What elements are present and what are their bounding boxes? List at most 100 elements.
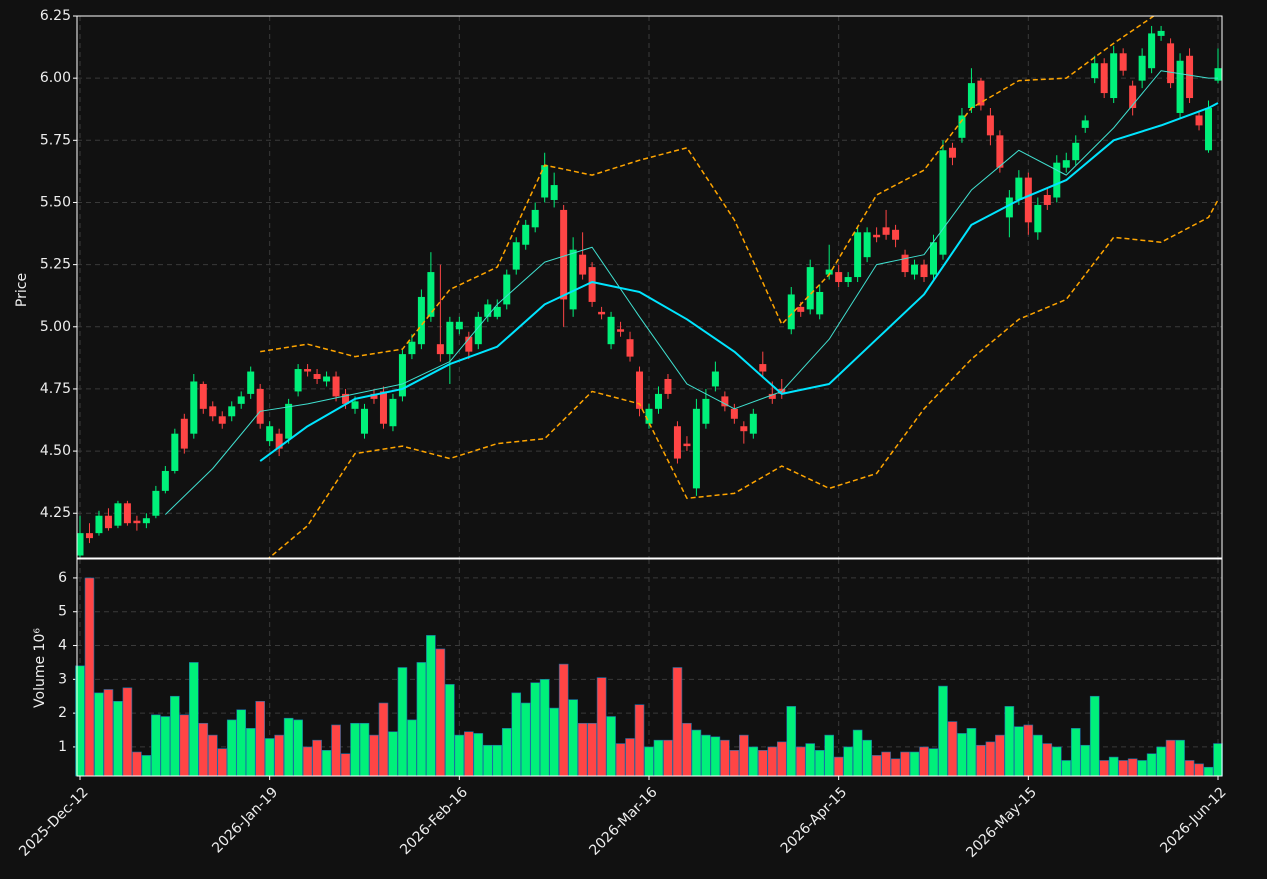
volume-bar	[407, 719, 417, 777]
candle-body	[304, 369, 312, 372]
candle-body	[1176, 60, 1184, 113]
candle-body	[702, 398, 710, 424]
volume-bar	[179, 714, 190, 777]
volume-bar	[748, 746, 759, 777]
volume-bar	[615, 743, 626, 777]
volume-bar	[151, 714, 161, 777]
candle-body	[721, 396, 729, 407]
candle-body	[1157, 30, 1165, 36]
candle-body	[882, 227, 890, 235]
price-axis-label: Price	[14, 273, 30, 307]
volume-bar	[634, 704, 645, 777]
candle-body	[1081, 120, 1089, 128]
candle-body	[692, 408, 700, 489]
volume-bar	[606, 716, 616, 777]
volume-bar	[378, 702, 389, 777]
volume-bar	[966, 728, 977, 777]
volume-bar	[321, 750, 332, 777]
candle-body	[1167, 43, 1175, 84]
candle-body	[1005, 197, 1013, 218]
y-tick-label: 4.25	[40, 505, 71, 521]
volume-bar	[492, 744, 503, 777]
volume-bar	[359, 722, 370, 777]
volume-bar	[995, 734, 1005, 777]
candle-body	[484, 304, 492, 317]
volume-bar	[568, 699, 578, 777]
y-tick-label: 6.25	[40, 8, 71, 24]
candle-body	[749, 413, 757, 434]
candle-body	[342, 393, 350, 404]
candle-body	[617, 329, 625, 332]
volume-bar	[729, 750, 740, 777]
candle-body	[190, 381, 198, 434]
volume-bar	[767, 746, 778, 777]
candle-body	[474, 316, 482, 345]
candle-body	[1053, 162, 1061, 198]
candle-body	[1043, 195, 1051, 205]
volume-bar	[1137, 760, 1147, 777]
candle-body	[436, 344, 444, 355]
volume-bar	[843, 746, 853, 777]
candle-body	[977, 80, 985, 106]
candle-body	[465, 336, 473, 352]
candle-body	[142, 518, 150, 524]
y-tick-label: 5.75	[40, 132, 71, 148]
candle-body	[1205, 107, 1213, 151]
volume-bar	[1213, 743, 1223, 777]
candle-body	[1148, 33, 1156, 69]
volume-bar	[236, 709, 247, 777]
candle-body	[550, 185, 558, 200]
volume-bar	[416, 662, 427, 777]
volume-bar	[1070, 728, 1081, 777]
candle-body	[493, 306, 501, 317]
candle-body	[161, 470, 169, 491]
candle-body	[408, 341, 416, 355]
candle-body	[1034, 204, 1042, 233]
candle-body	[948, 147, 956, 158]
candle-body	[531, 209, 539, 228]
volume-bar	[701, 734, 711, 777]
candle-body	[209, 406, 217, 417]
volume-bar	[369, 734, 379, 777]
volume-bar	[445, 684, 455, 777]
volume-bar	[814, 750, 825, 777]
candle-body	[104, 515, 112, 529]
candle-body	[673, 426, 681, 459]
volume-bar	[710, 736, 721, 777]
volume-bar	[1061, 760, 1072, 777]
candle-body	[152, 490, 160, 516]
volume-bar	[501, 728, 512, 777]
candle-body	[607, 316, 615, 345]
price-marks	[77, 16, 1222, 558]
indicator-line	[260, 16, 1156, 358]
volume-bar	[454, 734, 465, 777]
candle-body	[626, 339, 634, 357]
volume-bar	[644, 746, 654, 777]
candle-body	[218, 416, 226, 424]
candle-body	[512, 242, 520, 270]
volume-bar	[871, 755, 882, 777]
volume-bar	[881, 751, 891, 777]
volume-bar	[464, 731, 474, 777]
candle-body	[541, 165, 549, 198]
candle-body	[1100, 63, 1108, 94]
candle-body	[740, 426, 748, 432]
candle-body	[199, 383, 207, 409]
candle-body	[351, 401, 359, 409]
volume-bar	[397, 667, 408, 777]
candle-body	[730, 408, 738, 419]
candle-body	[1138, 55, 1146, 81]
volume-bar	[596, 677, 607, 777]
volume-bar	[900, 751, 910, 777]
indicator-line	[267, 199, 1219, 558]
volume-bar	[198, 722, 209, 777]
y-tick-label: 4.75	[40, 381, 71, 397]
candle-body	[266, 426, 274, 442]
volume-bar	[426, 635, 436, 777]
volume-bar	[852, 729, 863, 777]
volume-bar	[511, 692, 522, 777]
candle-body	[854, 232, 862, 278]
candle-body	[294, 369, 302, 392]
price-frame	[76, 15, 1223, 559]
